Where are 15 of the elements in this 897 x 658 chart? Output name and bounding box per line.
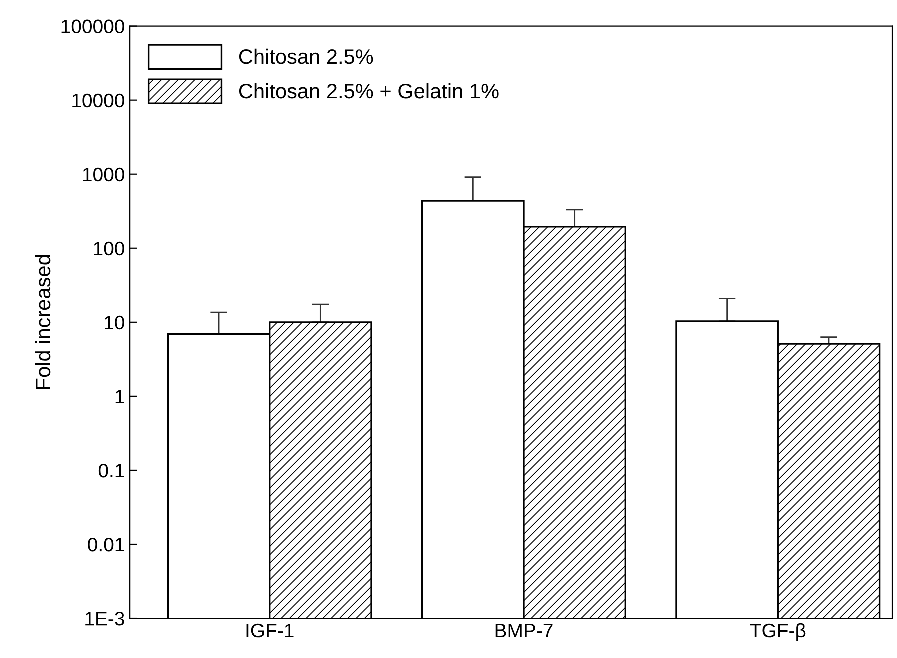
y-tick-label: 0.1 — [98, 464, 124, 478]
y-tick-label: 1 — [116, 390, 124, 404]
y-tick-label: 100 — [94, 242, 124, 256]
y-axis-title: Fold increased — [35, 255, 51, 390]
y-tick-label: 0.01 — [88, 538, 124, 552]
x-tick-label: IGF-1 — [246, 624, 294, 638]
y-tick-label: 1E-3 — [86, 612, 124, 626]
y-tick-label: 10000 — [72, 94, 124, 108]
y-tick-label: 1000 — [83, 168, 124, 182]
y-tick-label: 100000 — [62, 20, 124, 34]
x-tick-label: TGF-β — [750, 623, 806, 642]
legend-label: Chitosan 2.5% — [239, 48, 374, 64]
x-tick-label: BMP-7 — [496, 624, 553, 638]
y-tick-label: 10 — [105, 316, 124, 330]
legend-label: Chitosan 2.5% + Gelatin 1% — [239, 83, 499, 99]
